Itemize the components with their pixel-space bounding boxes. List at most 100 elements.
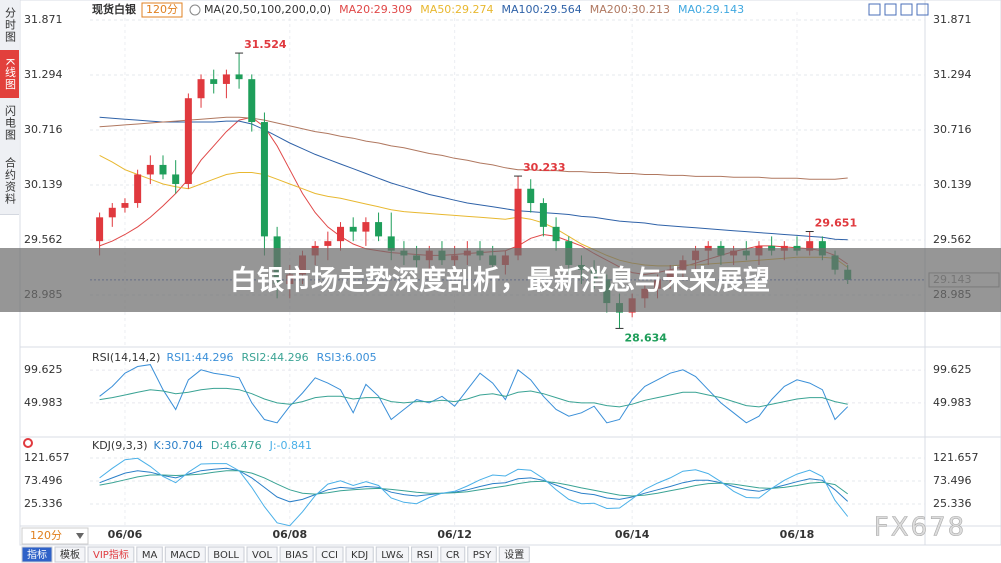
y-tick-label: 31.871 [24,13,63,26]
y-tick-label: 99.625 [24,363,63,376]
tab[interactable]: K线图 [0,50,19,99]
button-label: MA [142,550,158,561]
button-box [315,546,344,563]
toolbar-button[interactable]: CR [440,546,466,563]
candle-body [172,174,180,184]
period-select[interactable] [21,527,89,545]
x-tick-label: 06/12 [437,528,472,541]
button-box [498,546,530,563]
button-box [54,546,86,563]
button-label: MACD [170,550,200,561]
toolbar-icons [868,3,929,16]
toolbar-button[interactable]: 设置 [498,546,530,563]
toolbar-button[interactable]: CCI [315,546,344,563]
candle-body [210,79,218,84]
button-box [87,546,135,563]
button-label: VIP指标 [93,548,129,561]
legend-entry: MA50:29.274 [420,3,493,16]
button-box [411,546,439,563]
button-label: 指标 [27,548,47,561]
period-box [141,2,183,18]
extreme-label: 30.233 [523,161,565,174]
toolbar-button[interactable]: BIAS [279,546,314,563]
legend-entry: K:30.704 [154,439,203,452]
button-box [279,546,314,563]
y-tick-label: 31.294 [24,68,63,81]
toolbar-button[interactable]: MACD [164,546,206,563]
toolbar-button[interactable]: LW& [375,546,410,563]
y-tick-label-right: 30.716 [933,123,972,136]
candle-body [121,203,129,208]
tab[interactable]: 合约资料 [0,148,19,215]
toolbar-button[interactable]: RSI [411,546,439,563]
y-tick-label-right: 99.625 [933,363,972,376]
candle-body [96,217,104,242]
legend-entry: MA0:29.143 [678,3,744,16]
candle-body [349,226,357,232]
y-tick-label-right: 73.496 [933,474,972,487]
candle-body [197,79,205,99]
button-box [136,546,163,563]
extreme-label: 28.634 [624,331,667,344]
candle-body [387,236,395,251]
button-box [467,546,497,563]
toolbar-button[interactable]: KDJ [345,546,374,563]
legend-entry: MA20:29.309 [339,3,412,16]
button-label: BOLL [213,550,239,561]
y-tick-label: 25.336 [24,497,63,510]
x-tick-label: 06/14 [615,528,650,541]
toolbar-button[interactable]: VIP指标 [87,546,135,563]
candle-body [134,174,142,204]
toolbar-button[interactable]: PSY [467,546,497,563]
candle-body [159,164,167,175]
button-label: BIAS [285,550,308,561]
y-tick-label-right: 49.983 [933,396,972,409]
series-line [99,116,848,241]
button-label: VOL [252,550,273,561]
toolbar-button[interactable]: 模板 [54,546,86,563]
icon[interactable] [900,3,913,16]
icon[interactable] [868,3,881,16]
panel-title: KDJ(9,3,3) [92,439,148,452]
x-tick-label: 06/08 [272,528,307,541]
button-box [207,546,245,563]
period-select-label: 120分 [30,529,62,542]
y-tick-label: 29.562 [24,233,63,246]
candle-body [184,98,192,184]
settings-icon[interactable] [23,438,33,448]
y-tick-label-right: 31.871 [933,13,972,26]
toolbar-button[interactable]: MA [136,546,163,563]
candle-body [248,79,256,123]
legend-entry: RSI3:6.005 [317,351,377,364]
candle-body [806,241,814,251]
headline: 白银市场走势深度剖析，最新消息与未来展望 [230,265,770,297]
period-badge: 120分 [146,3,178,16]
tab[interactable]: 闪电图 [0,98,19,149]
candle-body [235,74,243,80]
button-label: LW& [381,550,404,561]
y-tick-label: 49.983 [24,396,63,409]
tab[interactable]: 分时图 [0,0,19,51]
toolbar-button[interactable]: VOL [246,546,278,563]
candle-body [362,222,370,232]
extreme-label: 29.651 [815,217,857,230]
button-label: RSI [417,550,433,561]
y-tick-label: 73.496 [24,474,63,487]
button-box [440,546,466,563]
candle-body [552,226,560,242]
candle-body [527,188,535,204]
legend-entry: MA200:30.213 [590,3,670,16]
y-tick-label: 30.716 [24,123,63,136]
watermark: FX678 [874,513,966,543]
button-box [164,546,206,563]
toolbar-button[interactable]: 指标 [21,546,53,563]
icon[interactable] [916,3,929,16]
button-box [375,546,410,563]
candle-body [108,207,116,218]
candle-body [222,74,230,84]
icon[interactable] [884,3,897,16]
toolbar-button[interactable]: BOLL [207,546,245,563]
series-line [99,387,848,408]
button-label: CCI [321,550,338,561]
